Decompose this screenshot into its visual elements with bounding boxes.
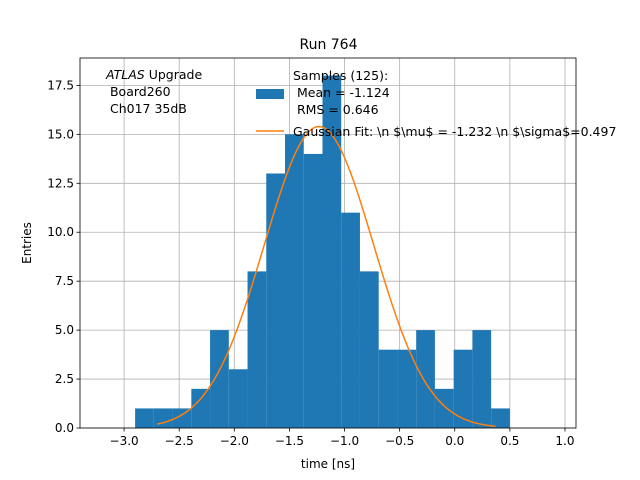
histogram-bar [266, 173, 286, 428]
annotation-line-2: Board260 [106, 84, 171, 99]
atlas-annotation: ATLAS Upgrade Board260 Ch017 35dB [105, 67, 202, 116]
x-tick-label: −2.5 [165, 434, 194, 448]
legend: Samples (125): Mean = -1.124 RMS = 0.646… [256, 68, 616, 139]
annotation-line-1: ATLAS Upgrade [105, 67, 202, 82]
legend-mean: Mean = -1.124 [293, 85, 390, 100]
histogram-bar [153, 408, 173, 428]
y-tick-label: 10.0 [47, 225, 74, 239]
x-tick-label: −2.0 [220, 434, 249, 448]
histogram-bar [472, 330, 492, 428]
y-tick-label: 12.5 [47, 176, 74, 190]
histogram-bar [210, 330, 229, 428]
histogram-bar [228, 369, 248, 428]
x-tick-label: −0.5 [385, 434, 414, 448]
plot-frame [79, 57, 577, 429]
y-tick-label: 2.5 [55, 372, 74, 386]
histogram-bar [434, 388, 454, 428]
histogram-bar [397, 349, 417, 428]
legend-rms: RMS = 0.646 [293, 102, 379, 117]
x-axis-ticks: −3.0 −2.5 −2.0 −1.5 −1.0 −0.5 0.0 0.5 1.0 [110, 428, 575, 448]
chart-title: Run 764 [299, 37, 357, 53]
histogram-bar [247, 271, 267, 428]
histogram-bar [135, 408, 154, 428]
histogram-bar [191, 388, 211, 428]
x-tick-label: −3.0 [110, 434, 139, 448]
y-tick-label: 7.5 [55, 274, 74, 288]
annotation-line-3: Ch017 35dB [106, 101, 187, 116]
annotation-atlas: ATLAS [105, 67, 145, 82]
x-tick-label: 1.0 [555, 434, 574, 448]
gaussian-fit [156, 125, 496, 428]
x-axis-label: time [ns] [301, 457, 355, 471]
legend-fit-label: Gaussian Fit: \n $\mu$ = -1.232 \n $\sig… [293, 124, 616, 139]
y-tick-label: 17.5 [47, 78, 74, 92]
x-tick-label: 0.5 [500, 434, 519, 448]
histogram-bar [359, 271, 379, 428]
x-tick-label: −1.0 [330, 434, 359, 448]
histogram-bar [491, 408, 510, 428]
histogram-bar [378, 349, 398, 428]
histogram-bar [341, 212, 360, 428]
histogram-bar [416, 330, 435, 428]
fit-curve [156, 125, 496, 428]
histogram-bar [322, 75, 342, 428]
y-axis-label: Entries [20, 222, 34, 264]
x-tick-label: 0.0 [445, 434, 464, 448]
y-tick-label: 0.0 [55, 421, 74, 435]
histogram-bars [135, 75, 510, 429]
legend-histogram-swatch [256, 89, 284, 99]
histogram-bar [172, 408, 192, 428]
legend-samples-title: Samples (125): [293, 68, 388, 83]
x-tick-label: −1.5 [275, 434, 304, 448]
histogram-bar [285, 134, 304, 428]
annotation-upgrade: Upgrade [145, 67, 203, 82]
histogram-bar [453, 349, 473, 428]
y-tick-label: 5.0 [55, 323, 74, 337]
y-axis-ticks: 0.0 2.5 5.0 7.5 10.0 12.5 15.0 17.5 [47, 78, 80, 435]
y-tick-label: 15.0 [47, 127, 74, 141]
histogram-bar [303, 153, 323, 429]
